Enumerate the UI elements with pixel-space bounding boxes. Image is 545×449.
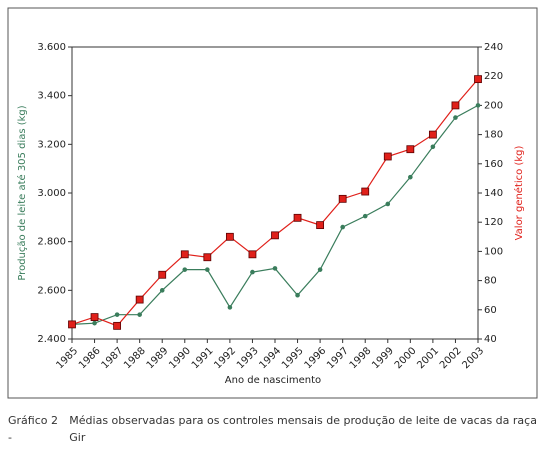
y2-tick-label: 140 [484,188,503,199]
x-tick-label: 2001 [415,345,441,371]
x-tick-label: 1997 [325,345,351,371]
caption-text: Médias observadas para os controles mens… [69,414,537,444]
point [248,250,257,259]
x-tick-label: 1996 [303,345,329,371]
y-tick-label: 2.800 [37,237,66,248]
series-line [71,104,479,325]
point [453,115,458,120]
point [272,266,278,271]
point [90,313,99,322]
x-tick-label: 1989 [145,345,171,371]
point [68,320,76,329]
y-tick-label: 3.400 [37,91,66,102]
point [250,269,255,275]
point [158,270,167,279]
point [295,292,300,298]
x-tick-label: 1985 [54,345,80,371]
point [474,75,482,84]
point [385,201,391,207]
point [361,187,370,196]
point [316,221,325,230]
point [135,295,144,304]
point [182,267,188,272]
y-tick-label: 2.600 [37,285,66,296]
y2-tick-label: 100 [484,246,503,257]
chart-frame [7,7,538,399]
x-tick-label: 1986 [77,345,103,371]
y2-axis-title: Valor genético (kg) [513,146,525,241]
y2-tick-label: 160 [484,159,503,170]
point [159,288,165,293]
x-tick-label: 1991 [190,345,216,371]
point [317,267,323,272]
x-tick-label: 2000 [393,345,419,371]
point [225,232,234,241]
point [271,231,279,240]
y-tick-label: 2.400 [37,334,66,345]
x-tick-label: 1988 [122,345,148,371]
y2-tick-label: 120 [484,217,503,228]
point [203,253,212,262]
point [113,321,122,330]
point [430,144,436,150]
point [205,267,210,272]
point [362,213,368,219]
y-tick-label: 3.000 [37,188,66,199]
y2-tick-label: 60 [484,305,497,316]
x-tick-label: 1992 [212,345,238,371]
x-tick-label: 1987 [100,345,126,371]
x-tick-label: 1994 [257,345,283,371]
point [428,130,437,139]
point [475,103,481,108]
chart: Ano de nascimento Produção de leite até … [7,7,538,399]
point [227,305,233,310]
point [338,194,347,203]
y-tick-label: 3.600 [37,42,66,53]
x-axis-title: Ano de nascimento [225,375,321,386]
y-axis-title: Produção de leite até 305 dias (kg) [16,105,28,280]
caption-label: Gráfico 2 - [8,414,58,444]
point [114,312,120,317]
point [340,224,345,230]
y-tick-label: 3.200 [37,139,66,150]
caption: Gráfico 2 - Médias observadas para os co… [8,412,538,446]
x-tick-label: 1999 [370,345,396,371]
plot-frame [71,46,479,340]
x-tick-label: 2002 [438,345,464,371]
point [406,145,415,154]
y2-tick-label: 200 [484,100,503,111]
y2-tick-label: 40 [484,334,497,345]
y2-tick-label: 180 [484,130,503,141]
y2-tick-label: 220 [484,71,503,82]
y2-tick-label: 240 [484,42,503,53]
x-tick-label: 1993 [235,345,261,371]
point [383,152,392,161]
point [293,213,302,222]
y2-tick-label: 80 [484,276,497,287]
point [408,174,413,180]
x-tick-label: 1998 [348,345,374,371]
series-line [71,78,479,327]
x-tick-label: 2003 [460,345,486,371]
point [180,250,189,259]
point [137,312,142,317]
point [92,320,97,326]
x-tick-label: 1995 [280,345,306,371]
x-tick-label: 1990 [167,345,193,371]
point [451,101,460,110]
